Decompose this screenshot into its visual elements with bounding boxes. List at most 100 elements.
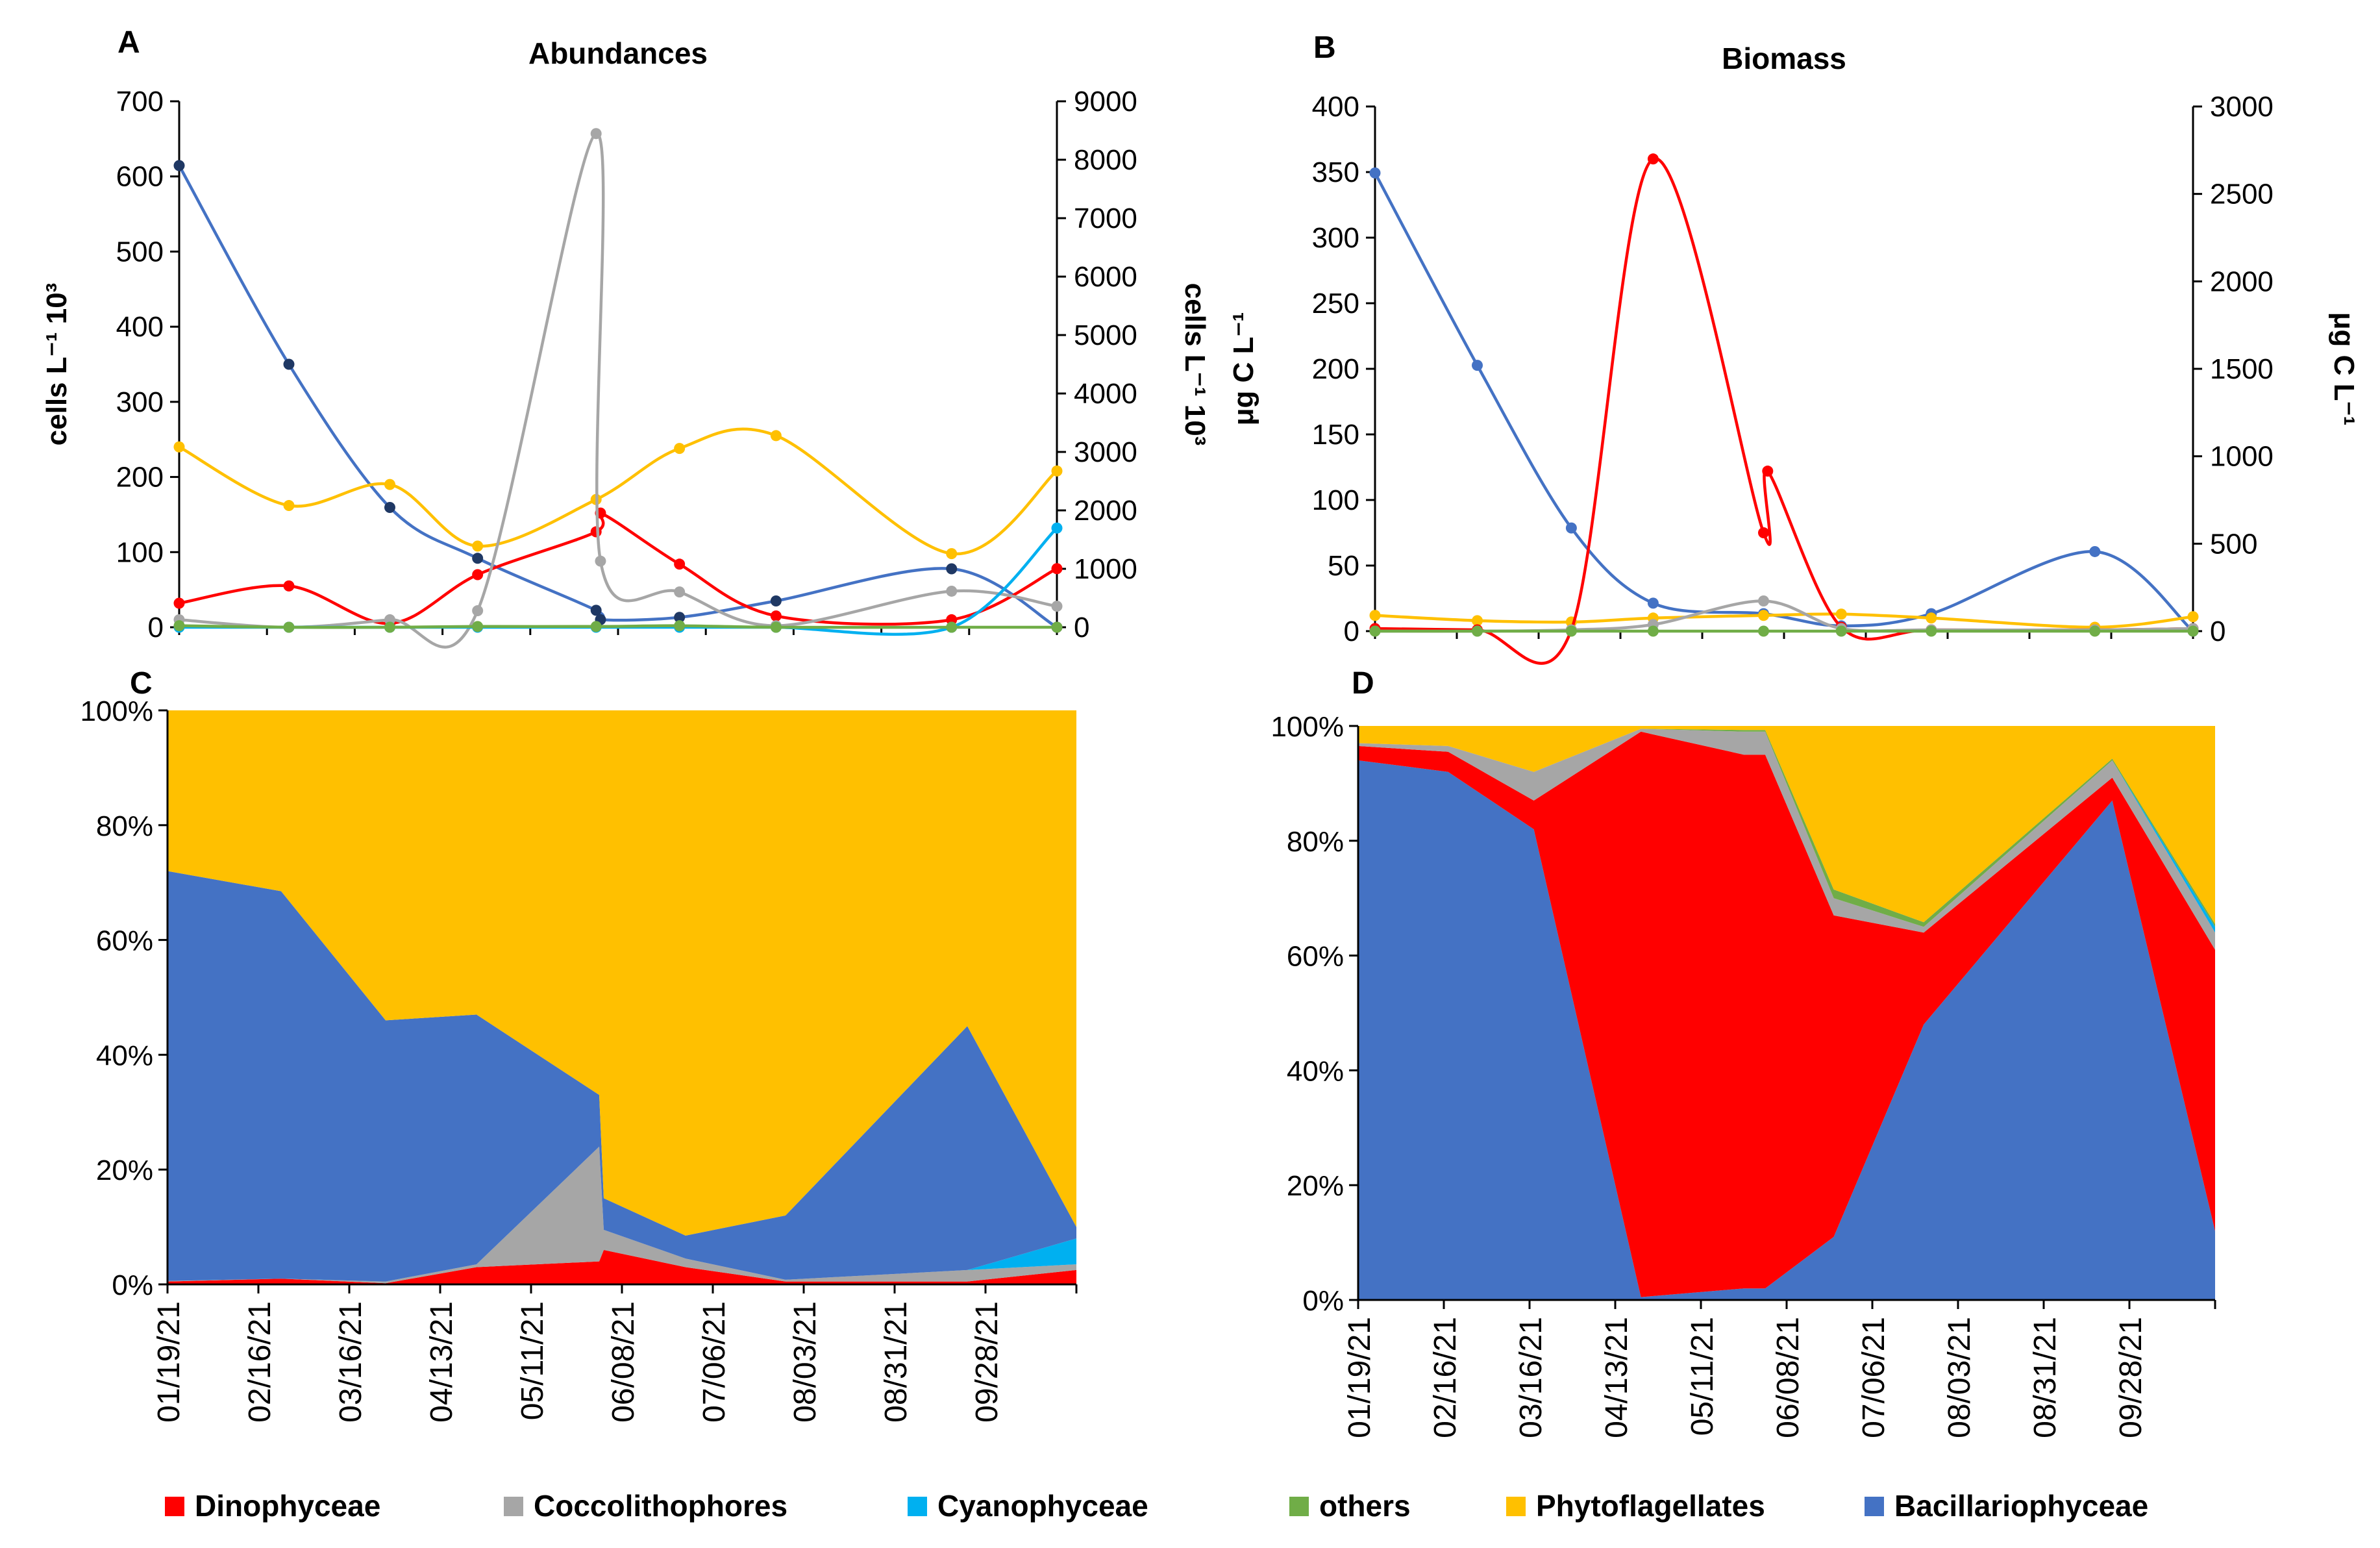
panel-d-y-tick-label: 60%	[1287, 941, 1344, 973]
panel-a-point-others	[946, 621, 958, 633]
panel-a-point-others	[674, 620, 686, 632]
panel-a-right-tick-label: 0	[1074, 612, 1089, 643]
panel-a-left-tick-label: 100	[116, 536, 164, 568]
panel-b-right-tick-label: 1500	[2210, 353, 2274, 385]
panel-c-y-tick-label: 80%	[96, 810, 153, 842]
panel-a-point-phytoflagellates	[674, 443, 686, 455]
panel-d-area-bacillariophyceae	[1358, 760, 2215, 1300]
panel-a-point-cyanophyceae	[1051, 522, 1063, 534]
panel-a-point-coccolithophores	[472, 605, 484, 617]
panel-b-left-tick-label: 150	[1312, 419, 1359, 451]
panel-b-point-bacillariophyceae	[1472, 360, 1483, 371]
panel-a-left-tick-label: 300	[116, 386, 164, 418]
panel-a-point-phytoflagellates	[946, 548, 958, 560]
panel-b-left-tick-label: 350	[1312, 156, 1359, 188]
panel-b-right-tick-label: 0	[2210, 616, 2225, 647]
panel-a-right-tick-label: 2000	[1074, 495, 1137, 527]
panel-b-left-tick-label: 400	[1312, 91, 1359, 123]
legend-swatch-bacillariophyceae	[1865, 1497, 1884, 1516]
panel-b-ylabel-left: μg C L⁻¹	[1228, 312, 1259, 426]
panel-a-right-tick-label: 3000	[1074, 436, 1137, 468]
panel-a-left-tick-label: 200	[116, 462, 164, 493]
panel-c-y-tick-label: 40%	[96, 1040, 153, 1071]
panel-c-x-tick-label: 03/16/21	[334, 1301, 368, 1423]
panel-a-line-bacillariophyceae	[178, 164, 1058, 629]
panel-c-area-phytoflagellates	[167, 710, 1076, 1236]
panel-b-point-others	[1758, 625, 1769, 637]
panel-c-x-tick-label: 02/16/21	[243, 1301, 277, 1423]
panel-b-ylabel-right: μg C L⁻¹	[2328, 312, 2360, 426]
panel-d-y-tick-label: 20%	[1287, 1170, 1344, 1202]
panel-a-point-coccolithophores	[1051, 601, 1063, 612]
panel-a-left-tick-label: 0	[148, 612, 164, 643]
legend-swatch-dinophyceae	[165, 1497, 184, 1516]
panel-b-point-dinophyceae	[1647, 153, 1659, 165]
panel-a-point-bacillariophyceae	[283, 358, 295, 370]
panel-a-point-dinophyceae	[770, 610, 782, 622]
legend-swatch-cyanophyceae	[908, 1497, 927, 1516]
panel-a-right-tick-label: 4000	[1074, 378, 1137, 410]
legend-swatch-others	[1289, 1497, 1309, 1516]
panel-a-point-others	[590, 621, 602, 632]
panel-a-point-dinophyceae	[674, 558, 686, 570]
panel-d-x-tick-label: 04/13/21	[1600, 1317, 1634, 1438]
panel-c-x-tick-label: 08/03/21	[788, 1301, 823, 1423]
panel-b-point-phytoflagellates	[1758, 610, 1769, 621]
panel-b-left-tick-label: 100	[1312, 484, 1359, 516]
panel-b-line-dinophyceae	[1374, 157, 2194, 665]
panel-a-point-phytoflagellates	[173, 441, 185, 453]
panel-d-x-tick-label: 08/03/21	[1942, 1317, 1977, 1438]
panel-c-area-coccolithophores	[167, 1146, 1076, 1284]
panel-a-point-bacillariophyceae	[472, 553, 484, 564]
panel-a-right-tick-label: 5000	[1074, 319, 1137, 351]
panel-b-point-others	[1835, 625, 1847, 637]
panel-d-biomass-percent: 0% 20% 40% 60% 80% 100% 01/19/21 02/16/21 03/16/…	[1271, 666, 2216, 1438]
panel-c-x-tick-label: 04/13/21	[425, 1301, 459, 1423]
panel-a-right-tick-label: 7000	[1074, 203, 1137, 234]
panel-d-x-tick-label: 08/31/21	[2028, 1317, 2063, 1438]
panel-b-line-phytoflagellates	[1374, 612, 2194, 629]
panel-d-area-dinophyceae	[1358, 731, 2215, 1297]
panel-c-x-tick-label: 09/28/21	[970, 1301, 1004, 1423]
panel-a-point-dinophyceae	[1051, 563, 1063, 575]
panel-d-y-tick-label: 80%	[1287, 826, 1344, 858]
panel-a-point-phytoflagellates	[283, 500, 295, 512]
panel-b-biomass: 0 50 100 150 200 250 300 350 400 0 500 1000 1500 2000…	[1228, 31, 2360, 665]
panel-b-line-bacillariophyceae	[1374, 172, 2194, 632]
legend-label-bacillariophyceae: Bacillariophyceae	[1894, 1489, 2148, 1523]
panel-d-x-tick-label: 01/19/21	[1343, 1317, 1377, 1438]
panel-a-point-coccolithophores	[946, 585, 958, 597]
panel-d-x-tick-label: 06/08/21	[1771, 1317, 1805, 1438]
panel-a-ylabel-right: cells L⁻¹ 10³	[1179, 283, 1211, 446]
panel-b-title: Biomass	[1722, 42, 1846, 75]
panel-a-point-dinophyceae	[173, 597, 185, 609]
panel-b-right-tick-label: 3000	[2210, 91, 2274, 123]
panel-b-point-phytoflagellates	[1369, 610, 1381, 621]
panel-b-point-dinophyceae	[1762, 466, 1774, 477]
panel-b-point-phytoflagellates	[1926, 612, 1937, 624]
legend-swatch-phytoflagellates	[1506, 1497, 1526, 1516]
panel-c-area-bacillariophyceae	[167, 871, 1076, 1282]
panel-a-point-bacillariophyceae	[590, 605, 602, 616]
panel-b-point-others	[2187, 625, 2199, 637]
panel-c-x-tick-label: 01/19/21	[152, 1301, 186, 1423]
panel-a-point-bacillariophyceae	[946, 563, 958, 575]
panel-b-point-others	[2089, 625, 2101, 637]
panel-a-ylabel-left: cells L⁻¹ 10³	[41, 283, 73, 446]
panel-d-area-coccolithophores	[1358, 729, 2215, 950]
panel-c-x-tick-label: 08/31/21	[879, 1301, 913, 1423]
panel-a-line-phytoflagellates	[178, 427, 1058, 556]
panel-d-x-tick-label: 05/11/21	[1685, 1317, 1720, 1436]
panel-d-x-tick-label: 03/16/21	[1514, 1317, 1548, 1438]
legend-label-cyanophyceae: Cyanophyceae	[937, 1489, 1148, 1523]
panel-a-point-others	[1051, 621, 1063, 633]
panel-b-right-tick-label: 2000	[2210, 266, 2274, 297]
panel-a-point-others	[472, 621, 484, 632]
panel-a-point-coccolithophores	[590, 128, 602, 140]
panel-c-area-dinophyceae	[167, 1250, 1076, 1284]
panel-c-abundance-percent: 0% 20% 40% 60% 80% 100% 01/19/21 02/16/21 03/16/…	[80, 666, 1078, 1423]
panel-b-point-bacillariophyceae	[1369, 167, 1381, 179]
panel-c-x-tick-label: 05/11/21	[515, 1301, 550, 1420]
panel-a-point-dinophyceae	[283, 580, 295, 592]
